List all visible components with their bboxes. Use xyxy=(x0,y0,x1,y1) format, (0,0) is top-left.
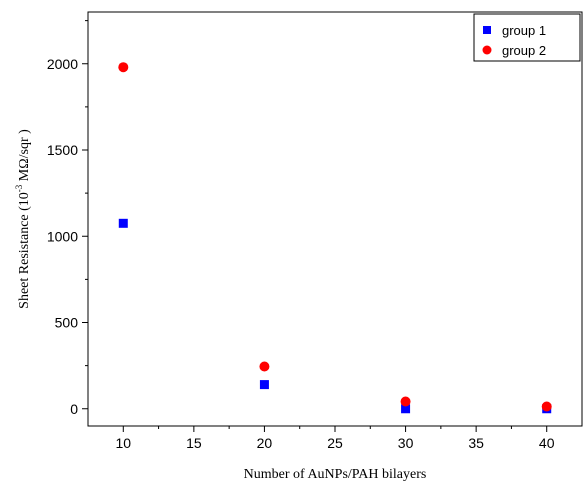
legend-label-group-1: group 1 xyxy=(502,23,546,38)
y-tick-label-2000: 2000 xyxy=(47,56,78,72)
x-tick-label-20: 20 xyxy=(257,435,273,451)
legend-label-group-2: group 2 xyxy=(502,43,546,58)
x-tick-label-30: 30 xyxy=(398,435,414,451)
axis-tick-labels: 10 15 20 25 30 35 40 0 500 1000 1500 2000 xyxy=(47,56,555,451)
y-tick-label-1500: 1500 xyxy=(47,142,78,158)
y-axis-title-prefix: Sheet Resistance (10 xyxy=(17,192,32,309)
point-group-2-40 xyxy=(541,401,552,412)
y-tick-label-1000: 1000 xyxy=(47,228,78,244)
x-tick-label-40: 40 xyxy=(539,435,555,451)
legend-box xyxy=(473,13,581,62)
legend: group 1 group 2 xyxy=(473,13,581,62)
y-tick-label-500: 500 xyxy=(55,315,79,331)
point-group-1-20 xyxy=(259,380,269,390)
data-points xyxy=(118,62,552,414)
y-axis-title-suffix: MΩ/sqr ) xyxy=(17,129,32,185)
y-axis-title: Sheet Resistance (10-3 MΩ/sqr ) xyxy=(14,129,32,309)
axis-ticks xyxy=(82,20,548,432)
x-tick-label-15: 15 xyxy=(186,435,202,451)
plot-area xyxy=(87,11,583,427)
point-group-2-30 xyxy=(400,396,411,407)
point-group-2-20 xyxy=(259,361,270,372)
point-group-1-10 xyxy=(118,218,128,228)
y-axis-title-exponent: -3 xyxy=(14,184,24,192)
point-group-2-10 xyxy=(118,62,129,73)
x-axis-title: Number of AuNPs/PAH bilayers xyxy=(244,467,427,482)
x-tick-label-35: 35 xyxy=(468,435,484,451)
legend-marker-group-2 xyxy=(482,45,492,55)
x-tick-label-10: 10 xyxy=(115,435,131,451)
legend-marker-group-1 xyxy=(483,26,491,34)
y-tick-label-0: 0 xyxy=(70,401,78,417)
x-tick-label-25: 25 xyxy=(327,435,343,451)
point-group-1-30 xyxy=(401,404,411,414)
